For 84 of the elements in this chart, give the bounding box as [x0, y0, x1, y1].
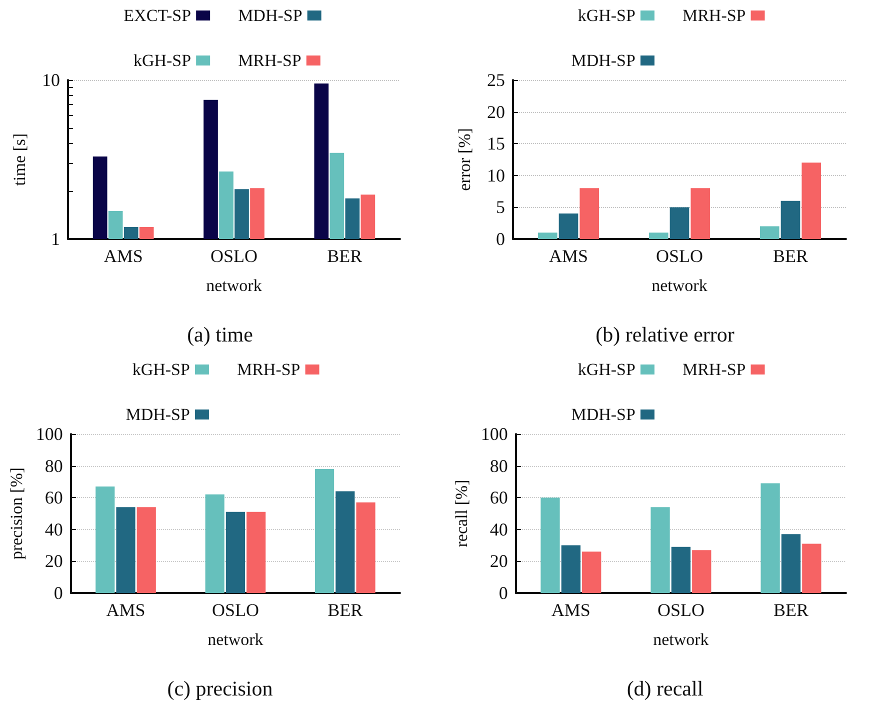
x-tick-label: OSLO	[210, 246, 258, 266]
bar	[538, 232, 558, 239]
bar	[558, 214, 578, 239]
bar	[781, 534, 801, 593]
y-tick-label: 100	[36, 424, 63, 444]
bar	[246, 512, 266, 593]
legend-label: MDH-SP	[126, 405, 190, 424]
x-tick-label: AMS	[551, 600, 590, 620]
x-axis-title: network	[206, 276, 262, 295]
bar	[336, 491, 355, 593]
y-tick-label: 80	[490, 456, 508, 476]
x-axis-title: network	[208, 630, 264, 649]
y-tick-label: 60	[490, 488, 508, 508]
y-tick-label: 15	[487, 134, 505, 154]
bar	[314, 468, 334, 593]
legend-label: MRH-SP	[238, 51, 302, 70]
x-axis-title: network	[653, 630, 710, 649]
legend-label: MDH-SP	[571, 51, 636, 70]
bar	[692, 550, 712, 593]
bar	[356, 502, 376, 593]
bar	[671, 546, 691, 593]
bar	[116, 507, 136, 593]
y-tick-label: 10	[487, 165, 505, 186]
bar	[226, 512, 245, 593]
x-tick-label: BER	[328, 600, 363, 620]
text: (d) recall	[626, 676, 704, 700]
y-tick-label: 20	[490, 551, 508, 572]
legend-label: MRH-SP	[682, 6, 746, 25]
y-tick-label: 25	[487, 70, 505, 90]
y-tick-label: 5	[496, 197, 505, 218]
bar	[760, 226, 780, 239]
x-tick-label: OSLO	[657, 600, 704, 620]
y-tick-label: 20	[487, 102, 505, 122]
bar	[96, 486, 115, 593]
legend-label: MRH-SP	[682, 360, 746, 379]
y-tick-label: 80	[44, 456, 63, 476]
x-tick-label: BER	[772, 246, 808, 266]
bar	[136, 507, 156, 593]
bar	[582, 552, 602, 593]
text: (c) precision	[167, 676, 274, 700]
legend-label: EXCT-SP	[124, 6, 192, 25]
bar	[760, 483, 780, 593]
x-tick-label: OSLO	[212, 600, 259, 620]
bar	[670, 207, 690, 239]
x-tick-label: BER	[327, 246, 362, 266]
x-tick-label: AMS	[106, 600, 146, 620]
y-tick-label: 40	[44, 519, 63, 540]
bar	[540, 498, 560, 593]
legend-label: kGH-SP	[133, 51, 192, 70]
legend-label: kGH-SP	[132, 360, 190, 379]
bar	[780, 200, 800, 239]
bar	[205, 494, 224, 593]
y-axis-title: recall [%]	[452, 480, 471, 548]
x-tick-label: AMS	[548, 246, 588, 266]
y-tick-label: 10	[42, 70, 60, 90]
y-axis-title: precision [%]	[7, 467, 26, 560]
bar	[580, 188, 600, 239]
text: (a) time	[187, 322, 253, 346]
x-axis-title: network	[652, 276, 708, 295]
legend-label: MRH-SP	[236, 360, 300, 379]
legend-label: MDH-SP	[238, 6, 302, 25]
x-tick-label: BER	[773, 600, 808, 620]
y-tick-label: 20	[44, 551, 63, 572]
x-tick-label: AMS	[104, 246, 143, 266]
y-tick-label: 0	[498, 583, 508, 603]
bar	[802, 162, 822, 239]
text: (b) relative error	[596, 322, 734, 346]
legend-label: kGH-SP	[578, 360, 636, 379]
legend-label: kGH-SP	[578, 6, 636, 25]
y-tick-label: 100	[480, 424, 508, 444]
x-tick-label: OSLO	[656, 246, 704, 266]
y-tick-label: 40	[490, 519, 508, 540]
bar	[690, 188, 710, 239]
legend-label: MDH-SP	[571, 405, 636, 424]
y-tick-label: 0	[496, 229, 505, 249]
y-tick-label: 0	[54, 583, 63, 603]
bar	[648, 232, 668, 239]
bar	[561, 545, 580, 593]
bar	[802, 544, 822, 593]
y-tick-label: 1	[51, 229, 60, 249]
y-tick-label: 60	[44, 488, 63, 508]
y-axis-title: time [s]	[10, 133, 29, 186]
bar	[650, 507, 670, 593]
y-axis-title: error [%]	[455, 128, 474, 191]
